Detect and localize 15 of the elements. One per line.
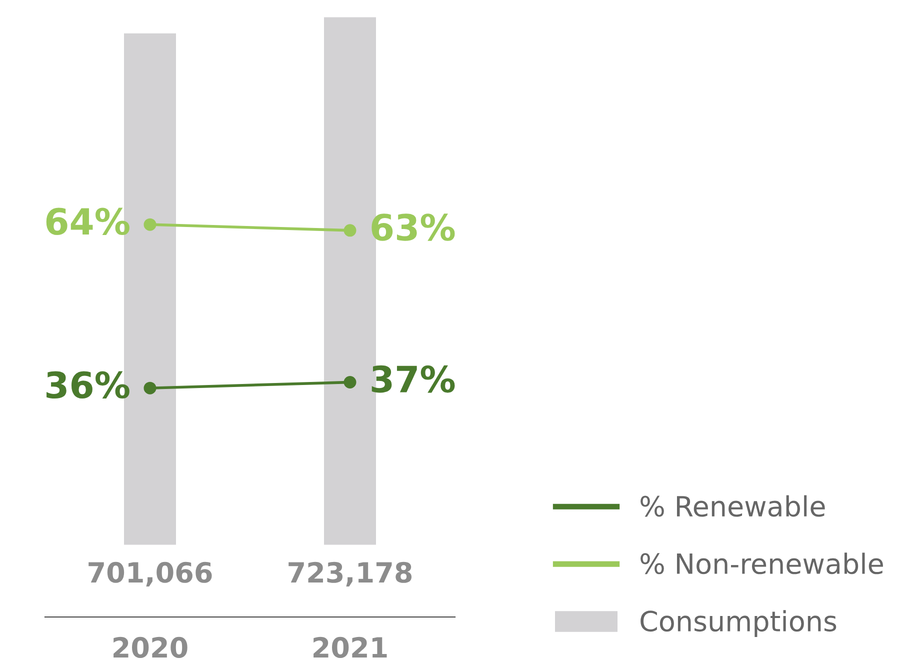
data-label: 37% <box>372 365 455 393</box>
data-label: 63% <box>372 214 455 241</box>
data-label: 36% <box>46 371 130 399</box>
point <box>344 376 356 388</box>
data-label: 701,066 <box>88 562 212 586</box>
x-tick-label: 2021 <box>314 636 387 658</box>
data-label: 723,178 <box>288 562 412 586</box>
point <box>144 382 156 394</box>
point <box>344 224 356 237</box>
point <box>144 218 156 231</box>
x-tick-label: 2020 <box>114 636 188 658</box>
legend-label: % Non-renewable <box>640 552 883 574</box>
data-label: 64% <box>46 208 130 236</box>
legend-label: Consumptions <box>640 610 836 637</box>
legend-label: % Renewable <box>640 495 825 517</box>
